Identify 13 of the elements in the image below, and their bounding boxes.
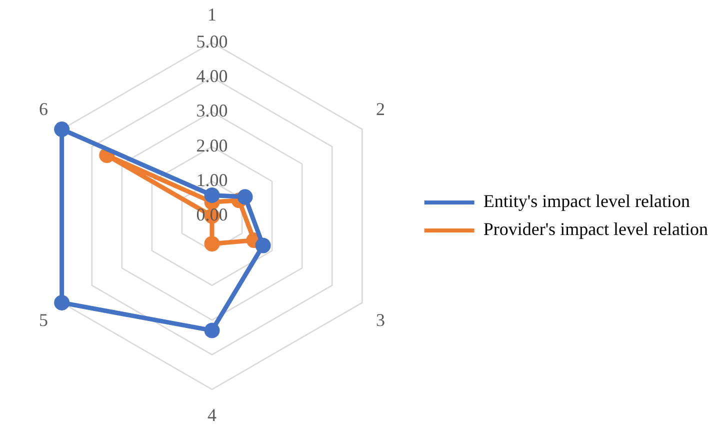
- y-tick-label: 3.00: [196, 100, 228, 121]
- spoke-label: 2: [376, 99, 386, 120]
- y-tick-label: 1.00: [196, 170, 228, 190]
- spoke-label: 6: [38, 99, 48, 120]
- spoke-label: 4: [208, 404, 216, 425]
- spoke-label: 1: [208, 4, 216, 25]
- y-tick-label: 5.00: [196, 31, 228, 52]
- spoke-label: 5: [38, 310, 48, 330]
- y-tick-label: 4.00: [196, 66, 228, 86]
- legend-label: Entity's impact level relation: [483, 191, 690, 212]
- legend-label: Provider's impact level relation: [483, 219, 708, 240]
- y-tick-label: 2.00: [196, 135, 228, 156]
- spoke-label: 3: [376, 310, 386, 330]
